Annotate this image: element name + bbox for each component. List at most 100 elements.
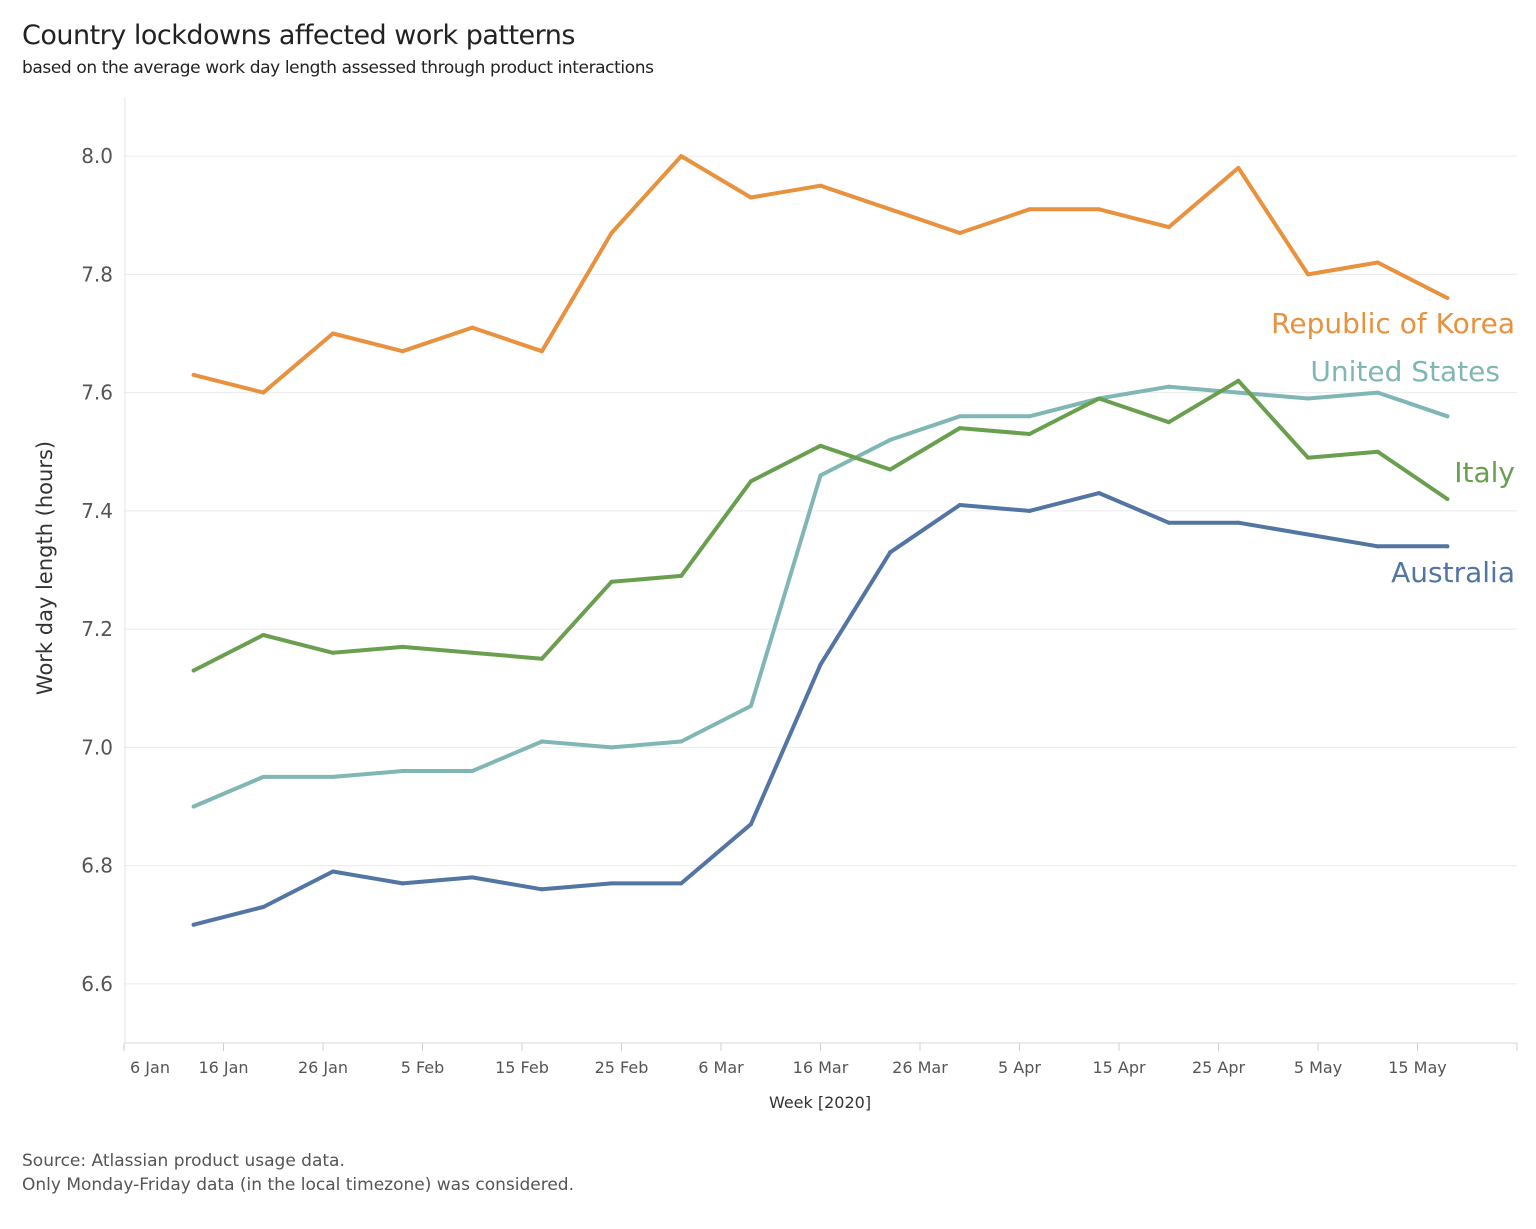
data-point-australia [818, 662, 823, 667]
data-point-united-states [1236, 390, 1241, 395]
data-point-republic-of-korea [1236, 165, 1241, 170]
x-tick-label: 15 May [1388, 1058, 1447, 1077]
data-point-australia [748, 822, 753, 827]
data-point-united-states [679, 739, 684, 744]
data-point-united-states [1027, 414, 1032, 419]
data-point-united-states [1166, 384, 1171, 389]
x-tick-label: 6 Mar [698, 1058, 744, 1077]
source-note: Source: Atlassian product usage data. [22, 1151, 345, 1171]
data-point-republic-of-korea [539, 349, 544, 354]
x-tick-label: 15 Apr [1092, 1058, 1146, 1077]
data-point-united-states [330, 774, 335, 779]
data-point-australia [1445, 544, 1450, 549]
data-point-united-states [470, 769, 475, 774]
series-label-australia: Australia [1391, 556, 1515, 589]
x-tick-label: 26 Mar [892, 1058, 948, 1077]
series-label-united-states: United States [1310, 355, 1500, 388]
data-point-australia [261, 905, 266, 910]
data-point-australia [330, 869, 335, 874]
timezone-note: Only Monday-Friday data (in the local ti… [22, 1175, 574, 1195]
series-label-italy: Italy [1454, 456, 1515, 489]
data-point-united-states [1306, 396, 1311, 401]
data-point-united-states [400, 769, 405, 774]
x-tick-label: 16 Jan [198, 1058, 248, 1077]
y-tick-label: 6.8 [81, 854, 113, 878]
data-point-republic-of-korea [748, 195, 753, 200]
data-point-united-states [748, 703, 753, 708]
x-tick-label: 25 Apr [1192, 1058, 1246, 1077]
x-axis-label: Week [2020] [769, 1093, 871, 1112]
data-point-italy [1027, 432, 1032, 437]
data-point-republic-of-korea [957, 230, 962, 235]
data-point-italy [1166, 420, 1171, 425]
data-point-italy [609, 579, 614, 584]
x-tick-label: 16 Mar [793, 1058, 849, 1077]
data-point-australia [888, 550, 893, 555]
data-point-republic-of-korea [818, 183, 823, 188]
data-point-united-states [261, 774, 266, 779]
data-point-australia [1097, 491, 1102, 496]
data-point-italy [1306, 455, 1311, 460]
y-tick-label: 7.2 [81, 617, 113, 641]
data-point-italy [191, 668, 196, 673]
data-point-australia [470, 875, 475, 880]
y-tick-label: 7.6 [81, 381, 113, 405]
data-point-united-states [957, 414, 962, 419]
data-point-italy [1445, 497, 1450, 502]
data-point-australia [957, 502, 962, 507]
y-tick-label: 6.6 [81, 972, 113, 996]
data-point-republic-of-korea [261, 390, 266, 395]
y-tick-label: 8.0 [81, 144, 113, 168]
data-point-italy [888, 467, 893, 472]
data-point-republic-of-korea [679, 154, 684, 159]
data-point-australia [400, 881, 405, 886]
chart-title: Country lockdowns affected work patterns [22, 20, 575, 51]
data-point-united-states [191, 804, 196, 809]
data-point-italy [1236, 378, 1241, 383]
y-axis-label: Work day length (hours) [33, 441, 57, 695]
data-point-australia [1027, 508, 1032, 513]
data-point-italy [957, 426, 962, 431]
data-point-italy [261, 633, 266, 638]
data-point-italy [748, 479, 753, 484]
data-point-australia [1236, 520, 1241, 525]
data-point-republic-of-korea [1097, 207, 1102, 212]
data-point-italy [470, 650, 475, 655]
data-point-republic-of-korea [191, 372, 196, 377]
x-tick-label: 5 May [1294, 1058, 1342, 1077]
chart-subtitle: based on the average work day length ass… [22, 58, 654, 78]
data-point-republic-of-korea [330, 331, 335, 336]
data-point-republic-of-korea [470, 325, 475, 330]
data-point-republic-of-korea [400, 349, 405, 354]
data-point-united-states [818, 473, 823, 478]
x-tick-label: 5 Apr [998, 1058, 1041, 1077]
data-point-australia [1375, 544, 1380, 549]
y-tick-label: 7.8 [81, 262, 113, 286]
data-point-italy [539, 656, 544, 661]
x-tick-label: 26 Jan [298, 1058, 348, 1077]
x-tick-label: 15 Feb [495, 1058, 549, 1077]
data-point-italy [1097, 396, 1102, 401]
data-point-republic-of-korea [1375, 260, 1380, 265]
data-point-united-states [609, 745, 614, 750]
data-point-australia [539, 887, 544, 892]
data-point-republic-of-korea [1027, 207, 1032, 212]
data-point-united-states [888, 437, 893, 442]
series-label-republic-of-korea: Republic of Korea [1271, 307, 1515, 340]
data-point-republic-of-korea [888, 207, 893, 212]
y-tick-label: 7.0 [81, 735, 113, 759]
x-tick-label: 5 Feb [401, 1058, 445, 1077]
data-point-australia [191, 922, 196, 927]
data-point-italy [400, 644, 405, 649]
data-point-australia [1306, 532, 1311, 537]
y-tick-label: 7.4 [81, 499, 113, 523]
data-point-italy [1375, 449, 1380, 454]
data-point-italy [330, 650, 335, 655]
data-point-republic-of-korea [609, 230, 614, 235]
data-point-australia [1166, 520, 1171, 525]
x-tick-label: 25 Feb [595, 1058, 649, 1077]
series-line-united-states [191, 384, 1450, 809]
data-point-australia [609, 881, 614, 886]
x-tick-label: 6 Jan [130, 1058, 170, 1077]
